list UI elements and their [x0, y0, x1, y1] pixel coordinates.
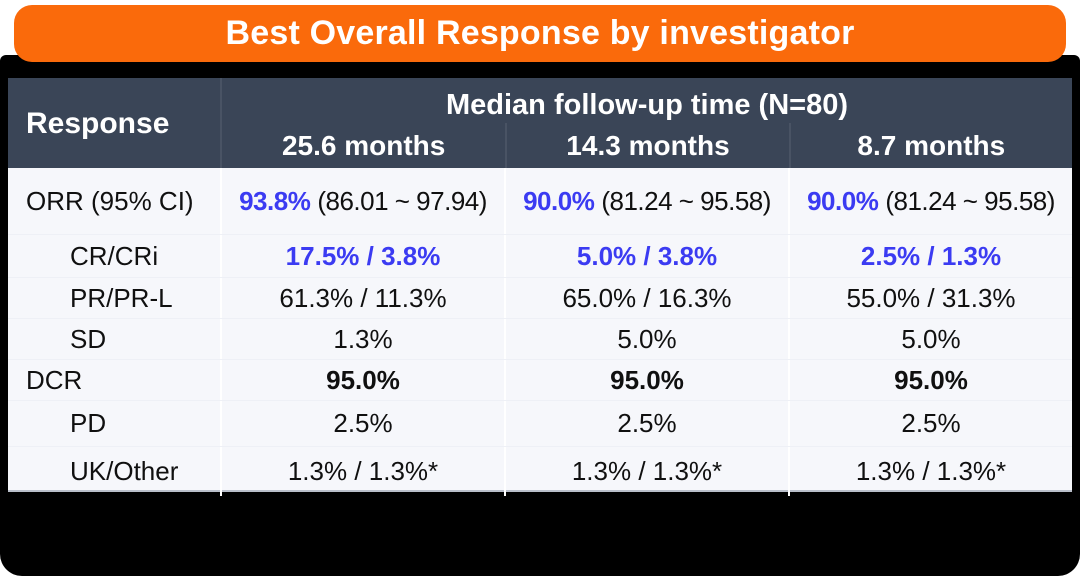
header-followup-group: Median follow-up time (N=80) 25.6 months…: [220, 78, 1072, 169]
value-cell: 2.5%: [220, 401, 504, 446]
orr-percent: 90.0%: [807, 185, 879, 216]
value-cell: 5.0% / 3.8%: [504, 235, 788, 277]
page-title: Best Overall Response by investigator: [225, 14, 855, 52]
header-months-row: 25.6 months 14.3 months 8.7 months: [222, 123, 1072, 169]
row-label: CR/CRi: [70, 240, 159, 271]
table-row-orr: ORR (95% CI) 93.8% (86.01 ~ 97.94) 90.0%…: [8, 168, 1072, 235]
row-label: ORR (95% CI): [26, 185, 194, 216]
row-label: UK/Other: [70, 456, 179, 486]
table-header: Response Median follow-up time (N=80) 25…: [8, 78, 1072, 169]
value-cell: 1.3% / 1.3%*: [220, 447, 504, 496]
value-cell: 17.5% / 3.8%: [220, 235, 504, 277]
orr-ci: (86.01 ~ 97.94): [317, 185, 487, 216]
orr-cell: 93.8% (86.01 ~ 97.94): [220, 168, 504, 234]
header-response: Response: [26, 106, 170, 140]
value-cell: 1.3%: [220, 319, 504, 359]
value-cell: 95.0%: [504, 360, 788, 400]
value-cell: 55.0% / 31.3%: [788, 278, 1072, 318]
table-row-dcr: DCR 95.0% 95.0% 95.0%: [8, 360, 1072, 401]
table-row-pd: PD 2.5% 2.5% 2.5%: [8, 401, 1072, 447]
row-label: PD: [70, 408, 107, 438]
value-cell: 95.0%: [788, 360, 1072, 400]
header-group-label: Median follow-up time (N=80): [446, 89, 848, 121]
orr-cell: 90.0% (81.24 ~ 95.58): [788, 168, 1072, 234]
row-label: SD: [70, 323, 107, 354]
table-row-cr-cri: CR/CRi 17.5% / 3.8% 5.0% / 3.8% 2.5% / 1…: [8, 235, 1072, 278]
value-cell: 5.0%: [788, 319, 1072, 359]
response-table: Response Median follow-up time (N=80) 25…: [8, 78, 1072, 496]
orr-percent: 90.0%: [523, 185, 595, 216]
value-cell: 2.5% / 1.3%: [788, 235, 1072, 277]
header-col-25-6-months: 25.6 months: [281, 130, 446, 161]
value-cell: 61.3% / 11.3%: [220, 278, 504, 318]
value-cell: 1.3% / 1.3%*: [788, 447, 1072, 496]
table-row-uk-other: UK/Other 1.3% / 1.3%* 1.3% / 1.3%* 1.3% …: [8, 447, 1072, 496]
orr-cell: 90.0% (81.24 ~ 95.58): [504, 168, 788, 234]
value-cell: 1.3% / 1.3%*: [504, 447, 788, 496]
row-label: DCR: [26, 364, 83, 395]
row-label: PR/PR-L: [70, 282, 173, 313]
value-cell: 65.0% / 16.3%: [504, 278, 788, 318]
title-banner: Best Overall Response by investigator: [14, 5, 1066, 62]
header-col-14-3-months: 14.3 months: [505, 123, 788, 169]
value-cell: 5.0%: [504, 319, 788, 359]
header-col-8-7-months: 8.7 months: [788, 123, 1072, 169]
orr-percent: 93.8%: [239, 185, 311, 216]
table-body: ORR (95% CI) 93.8% (86.01 ~ 97.94) 90.0%…: [8, 168, 1072, 496]
value-cell: 2.5%: [504, 401, 788, 446]
table-row-pr-prl: PR/PR-L 61.3% / 11.3% 65.0% / 16.3% 55.0…: [8, 278, 1072, 319]
orr-ci: (81.24 ~ 95.58): [885, 185, 1055, 216]
value-cell: 2.5%: [788, 401, 1072, 446]
orr-ci: (81.24 ~ 95.58): [601, 185, 771, 216]
table-row-sd: SD 1.3% 5.0% 5.0%: [8, 319, 1072, 360]
value-cell: 95.0%: [220, 360, 504, 400]
